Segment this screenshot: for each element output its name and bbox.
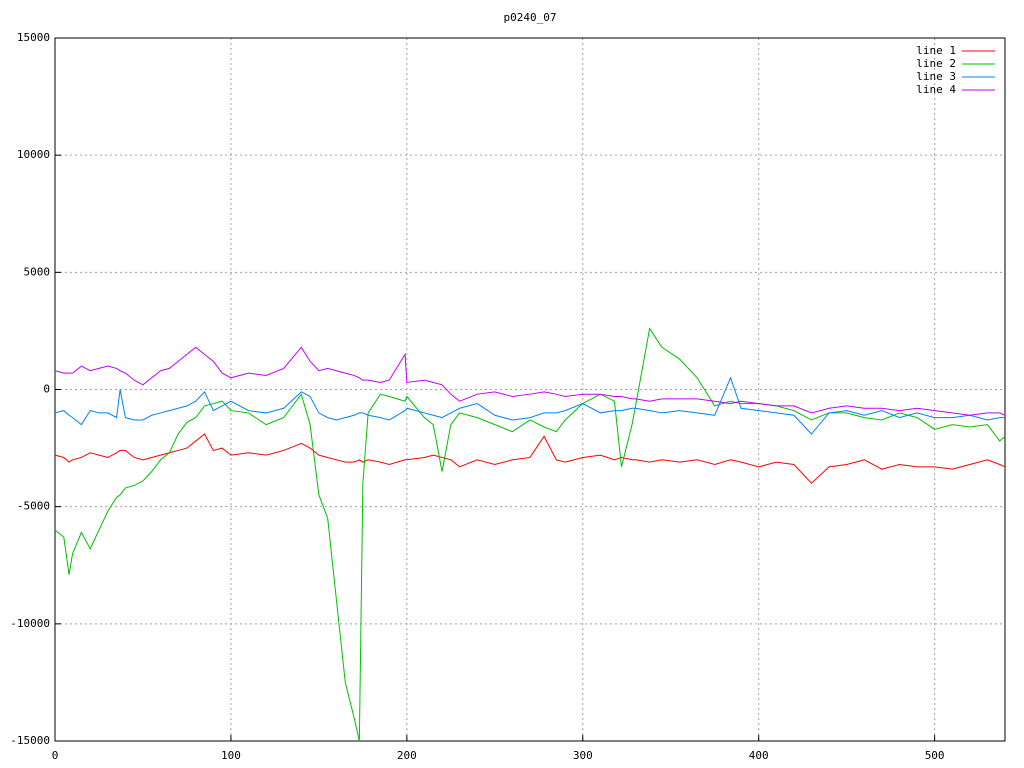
legend-label: line 4 (916, 83, 956, 96)
series-line (54, 433, 1006, 484)
series-line (54, 376, 1005, 435)
series-line (54, 346, 1006, 416)
x-tick-label: 200 (397, 749, 417, 762)
y-tick-label: 10000 (17, 148, 50, 161)
legend-label: line 1 (916, 44, 956, 57)
x-tick-label: 500 (925, 749, 945, 762)
y-tick-label: 5000 (24, 265, 51, 278)
x-tick-label: 300 (573, 749, 593, 762)
x-tick-label: 400 (749, 749, 769, 762)
plot-frame (54, 37, 1006, 742)
y-tick-label: 0 (43, 383, 50, 396)
y-tick-label: 15000 (17, 31, 50, 44)
x-tick-label: 0 (52, 749, 59, 762)
y-tick-label: -15000 (10, 734, 50, 747)
legend-label: line 3 (916, 70, 956, 83)
series-line (54, 327, 1006, 742)
x-tick-label: 100 (221, 749, 241, 762)
y-tick-label: -10000 (10, 617, 50, 630)
chart-title: p0240_07 (504, 11, 557, 24)
legend-label: line 2 (916, 57, 956, 70)
y-tick-label: -5000 (17, 500, 50, 513)
